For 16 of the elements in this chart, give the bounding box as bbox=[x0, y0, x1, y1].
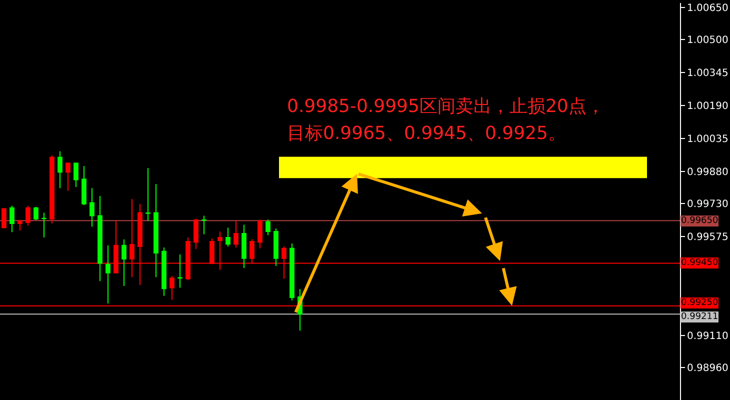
y-tick-label: 0.99880 bbox=[687, 167, 728, 178]
ref-line-label: 0.99211 bbox=[681, 312, 718, 322]
y-tick-label: 0.98960 bbox=[687, 363, 728, 374]
y-tick-label: 1.00035 bbox=[687, 134, 728, 146]
y-tick-label: 1.00650 bbox=[687, 3, 728, 14]
y-tick-label: 1.00500 bbox=[687, 35, 728, 46]
y-tick-label: 0.99730 bbox=[687, 199, 728, 210]
y-tick-label: 0.99575 bbox=[687, 232, 728, 244]
annotation: 0.9985-0.9995区间卖出，止损20点， bbox=[287, 96, 604, 117]
y-tick-label: 0.99110 bbox=[687, 331, 728, 342]
ref-line-label: 0.99650 bbox=[681, 216, 718, 226]
y-tick-label: 1.00345 bbox=[687, 68, 728, 80]
y-tick-label: 1.00190 bbox=[687, 101, 728, 112]
ref-line-label: 0.99250 bbox=[681, 298, 718, 308]
ref-line-label: 0.99450 bbox=[681, 258, 718, 268]
annotation: 目标0.9965、0.9945、0.9925。 bbox=[287, 123, 566, 144]
